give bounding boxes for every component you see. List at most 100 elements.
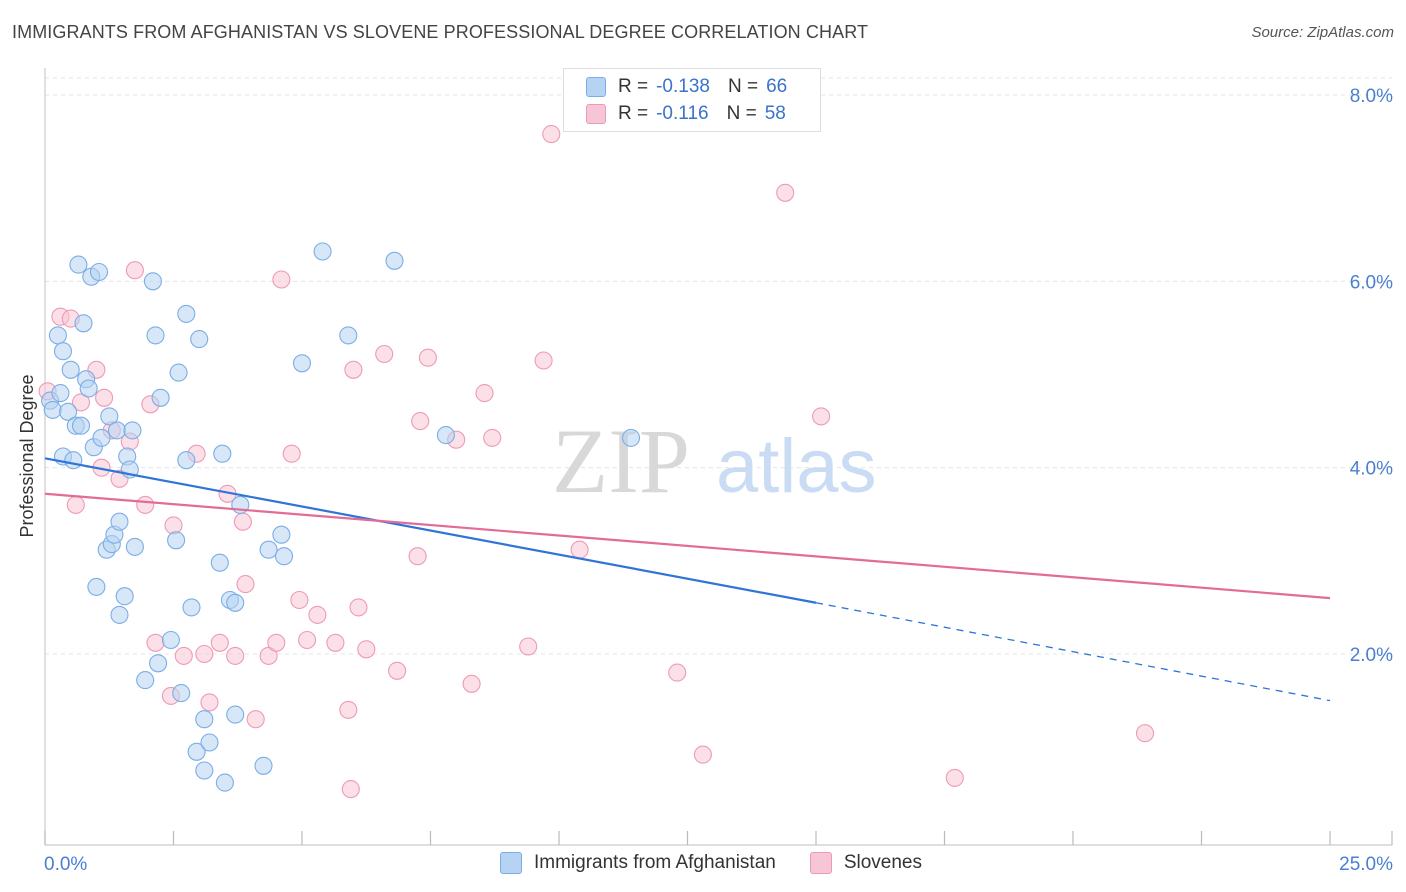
- slovenes-point: [282, 444, 301, 463]
- afghanistan-point: [215, 773, 234, 792]
- slovenes-point: [776, 183, 795, 202]
- afghanistan-point: [151, 388, 170, 407]
- slovenes-point: [71, 393, 91, 412]
- slovenes-point: [344, 360, 363, 379]
- afghanistan-point: [136, 671, 155, 690]
- trend-lines: [44, 457, 1331, 702]
- slovenes-point: [210, 633, 229, 652]
- afghanistan-point: [213, 444, 232, 463]
- afghanistan-point: [71, 416, 91, 435]
- legend-row-slovenes: R = -0.116 N = 58: [586, 101, 786, 127]
- slovenes-point: [339, 700, 358, 719]
- tick-labels: 2.0% 4.0% 6.0% 8.0% 0.0% 25.0%: [44, 86, 1393, 875]
- afghanistan-point: [87, 577, 106, 596]
- afghanistan-point: [226, 593, 245, 612]
- slovenes-point: [308, 605, 327, 624]
- slovenes-point: [272, 270, 291, 289]
- slovenes-point: [375, 344, 394, 364]
- afghanistan-point: [51, 384, 70, 403]
- afghanistan-point: [177, 304, 196, 323]
- afghanistan-point: [110, 605, 129, 624]
- afghanistan-point: [74, 314, 93, 333]
- slovenes-point: [1135, 724, 1155, 743]
- afghanistan-point: [146, 326, 165, 345]
- afghanistan-point: [190, 330, 209, 349]
- afghanistan-point: [143, 272, 162, 291]
- series-legend: Immigrants from Afghanistan Slovenes: [500, 852, 956, 874]
- chart-title: IMMIGRANTS FROM AFGHANISTAN VS SLOVENE P…: [12, 22, 869, 42]
- afghanistan-point: [100, 407, 119, 426]
- legend-n-label: N =: [726, 103, 757, 124]
- slovenes-point: [812, 407, 831, 426]
- y-tick-label: 2.0%: [1350, 645, 1393, 666]
- series-label: Slovenes: [843, 852, 922, 873]
- afghanistan-point: [149, 654, 168, 673]
- legend-swatch-blue: [586, 77, 606, 97]
- afghanistan-point: [89, 262, 109, 282]
- afghanistan-point: [79, 379, 98, 398]
- slovenes-point: [66, 495, 85, 514]
- slovenes-point: [326, 633, 345, 652]
- slovenes-points: [38, 125, 1155, 799]
- slovenes-point: [233, 512, 252, 531]
- afghanistan-point: [259, 540, 278, 559]
- afghanistan-point: [172, 684, 191, 703]
- watermark: ZIP atlas: [552, 410, 877, 512]
- afghanistan-point: [123, 421, 142, 440]
- afghanistan-point: [195, 710, 214, 729]
- slovenes-point: [246, 710, 265, 729]
- afghanistan-point: [48, 326, 67, 345]
- legend-r-label: R =: [618, 103, 649, 124]
- series-legend-slovenes: Slovenes: [809, 852, 922, 874]
- slovenes-point: [236, 575, 255, 594]
- afghanistan-point: [254, 756, 273, 775]
- series-label: Immigrants from Afghanistan: [534, 852, 776, 873]
- slovenes-point: [408, 547, 427, 566]
- slovenes-point: [195, 644, 214, 664]
- afghanistan-point: [169, 363, 188, 382]
- slovenes-point: [341, 780, 360, 799]
- slovenes-point: [945, 768, 964, 787]
- slovenes-point: [226, 646, 245, 665]
- slovenes-point: [418, 348, 437, 367]
- x-tick-label: 0.0%: [44, 854, 87, 875]
- y-axis-label: Professional Degree: [17, 374, 37, 537]
- slovenes-point: [519, 637, 538, 656]
- legend-r-value: -0.138: [656, 76, 710, 97]
- afghanistan-point: [61, 360, 80, 379]
- source-label: Source: ZipAtlas.com: [1251, 24, 1394, 41]
- slovenes-point: [388, 661, 407, 680]
- afghanistan-point: [226, 705, 245, 724]
- afghanistan-point: [385, 251, 404, 270]
- slovenes-point: [534, 351, 553, 370]
- legend-n-label: N =: [727, 76, 759, 97]
- legend-n-value: 66: [766, 76, 788, 97]
- watermark-atlas: atlas: [716, 424, 877, 509]
- series-legend-afghanistan: Immigrants from Afghanistan: [500, 852, 776, 874]
- afghanistan-point: [167, 531, 186, 550]
- watermark-zip: ZIP: [552, 410, 690, 512]
- afghanistan-point: [115, 587, 134, 606]
- afghanistan-point: [274, 547, 294, 566]
- slovenes-point: [298, 630, 317, 650]
- slovenes-point: [570, 540, 589, 559]
- slovenes-point: [483, 428, 502, 447]
- x-tick-label: 25.0%: [1339, 854, 1393, 875]
- slovenes-point: [125, 261, 144, 280]
- afghanistan-point: [621, 428, 641, 447]
- afghanistan-point: [161, 630, 180, 650]
- afghanistan-point: [64, 451, 83, 470]
- afghanistan-point: [110, 512, 129, 531]
- y-tick-label: 4.0%: [1350, 459, 1393, 480]
- afghanistan-trend-line: [44, 457, 817, 604]
- legend-r-label: R =: [618, 76, 649, 97]
- slovenes-point: [267, 633, 286, 652]
- axes: [44, 68, 1393, 846]
- afghanistan-point: [43, 400, 62, 419]
- afghanistan-point: [339, 326, 358, 345]
- slovenes-point: [462, 674, 481, 693]
- legend-swatch-pink: [586, 104, 606, 124]
- afghanistan-point: [195, 761, 214, 780]
- slovenes-point: [200, 693, 219, 712]
